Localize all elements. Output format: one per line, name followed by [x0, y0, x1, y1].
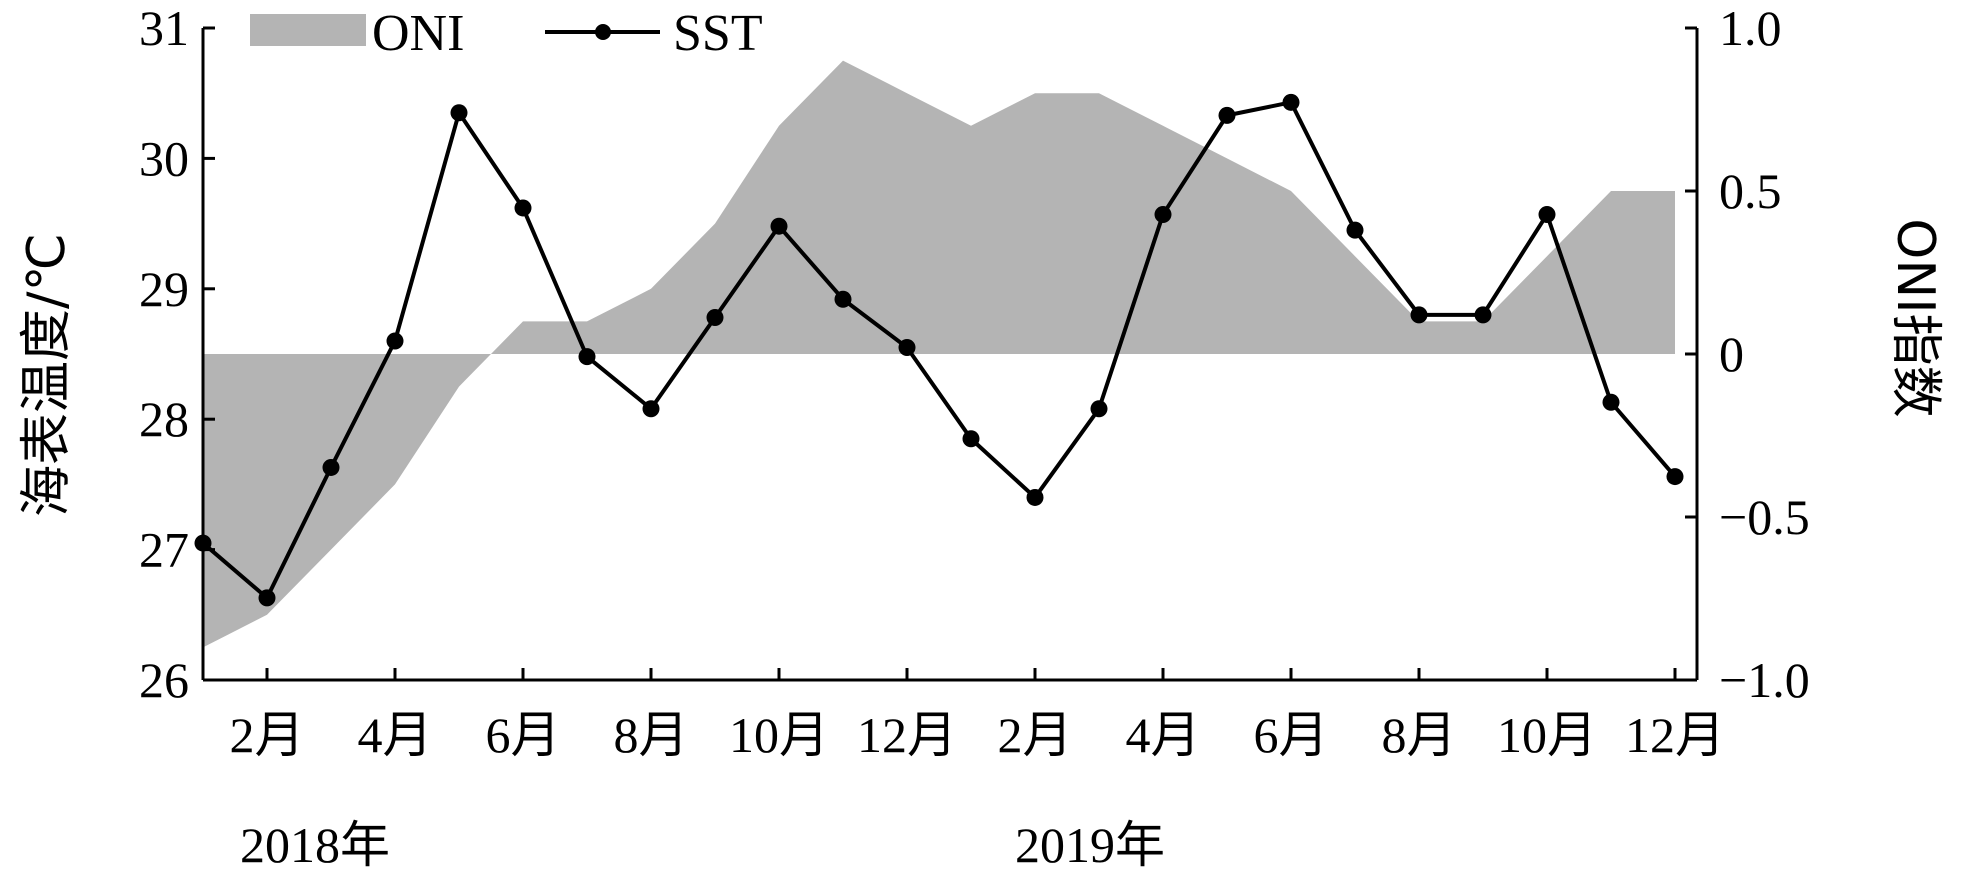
sst-point: [1410, 306, 1428, 324]
oni-area: [203, 60, 1675, 648]
x-tick-label: 10月: [729, 707, 829, 763]
oni-area-layer: [203, 60, 1675, 648]
sst-point: [450, 104, 468, 122]
y-right-tick-label: 0: [1719, 326, 1744, 382]
sst-point: [258, 589, 276, 607]
sst-point: [514, 199, 532, 217]
y-right-tick-label: 0.5: [1719, 163, 1782, 219]
sst-point: [1154, 205, 1172, 223]
sst-line-layer: [194, 93, 1684, 607]
sst-point: [1026, 488, 1044, 506]
sst-point: [898, 338, 916, 356]
x-tick-label: 12月: [857, 707, 957, 763]
legend-sst-label: SST: [673, 5, 763, 62]
x-tick-label: 4月: [1126, 707, 1201, 763]
x-tick-label: 6月: [1254, 707, 1329, 763]
x-tick-label: 8月: [1382, 707, 1457, 763]
sst-point: [1666, 468, 1684, 486]
sst-point: [194, 534, 212, 552]
sst-point: [1538, 205, 1556, 223]
x-tick-label: 10月: [1497, 707, 1597, 763]
y-left-tick-label: 30: [139, 130, 189, 186]
y-left-tick-label: 27: [139, 522, 189, 578]
x-tick-label: 12月: [1625, 707, 1725, 763]
y-axis-right-title: ONI指数: [1885, 218, 1945, 417]
y-right-tick-label: −1.0: [1719, 652, 1810, 708]
sst-point: [1218, 106, 1236, 124]
sst-point: [1474, 306, 1492, 324]
sst-point: [322, 458, 340, 476]
sst-point: [642, 400, 660, 418]
y-right-tick-label: −0.5: [1719, 489, 1810, 545]
legend-oni-swatch: [250, 14, 366, 46]
legend-sst-marker: [595, 24, 611, 40]
x-tick-label: 8月: [614, 707, 689, 763]
sst-point: [1282, 93, 1300, 111]
x-tick-label: 2月: [998, 707, 1073, 763]
sst-line: [201, 100, 1677, 600]
x-tick-label: 2月: [230, 707, 305, 763]
sst-point: [962, 430, 980, 448]
sst-point: [578, 348, 596, 366]
y-left-tick-label: 31: [139, 0, 189, 56]
y-left-tick-label: 29: [139, 261, 189, 317]
sst-point: [770, 217, 788, 235]
sst-point: [834, 290, 852, 308]
y-left-tick-label: 26: [139, 652, 189, 708]
sst-point: [1090, 400, 1108, 418]
sst-point: [1602, 393, 1620, 411]
legend-oni-label: ONI: [372, 5, 464, 62]
sst-point: [386, 332, 404, 350]
year-label-2018: 2018年: [240, 817, 390, 873]
y-left-tick-label: 28: [139, 391, 189, 447]
year-label-2019: 2019年: [1015, 817, 1165, 873]
axes-layer: 26 27 28 29 30 31 −1.0 −0.5 0 0.5 1.0 2月 4月 6月 8月 10月 12…: [139, 0, 1810, 763]
legend: ONI SST: [250, 5, 763, 62]
x-tick-label: 4月: [358, 707, 433, 763]
sst-point: [1346, 221, 1364, 239]
y-right-tick-label: 1.0: [1719, 0, 1782, 56]
sst-point: [706, 308, 724, 326]
y-axis-left-title: 海表温度/℃: [17, 233, 77, 517]
x-tick-label: 6月: [486, 707, 561, 763]
